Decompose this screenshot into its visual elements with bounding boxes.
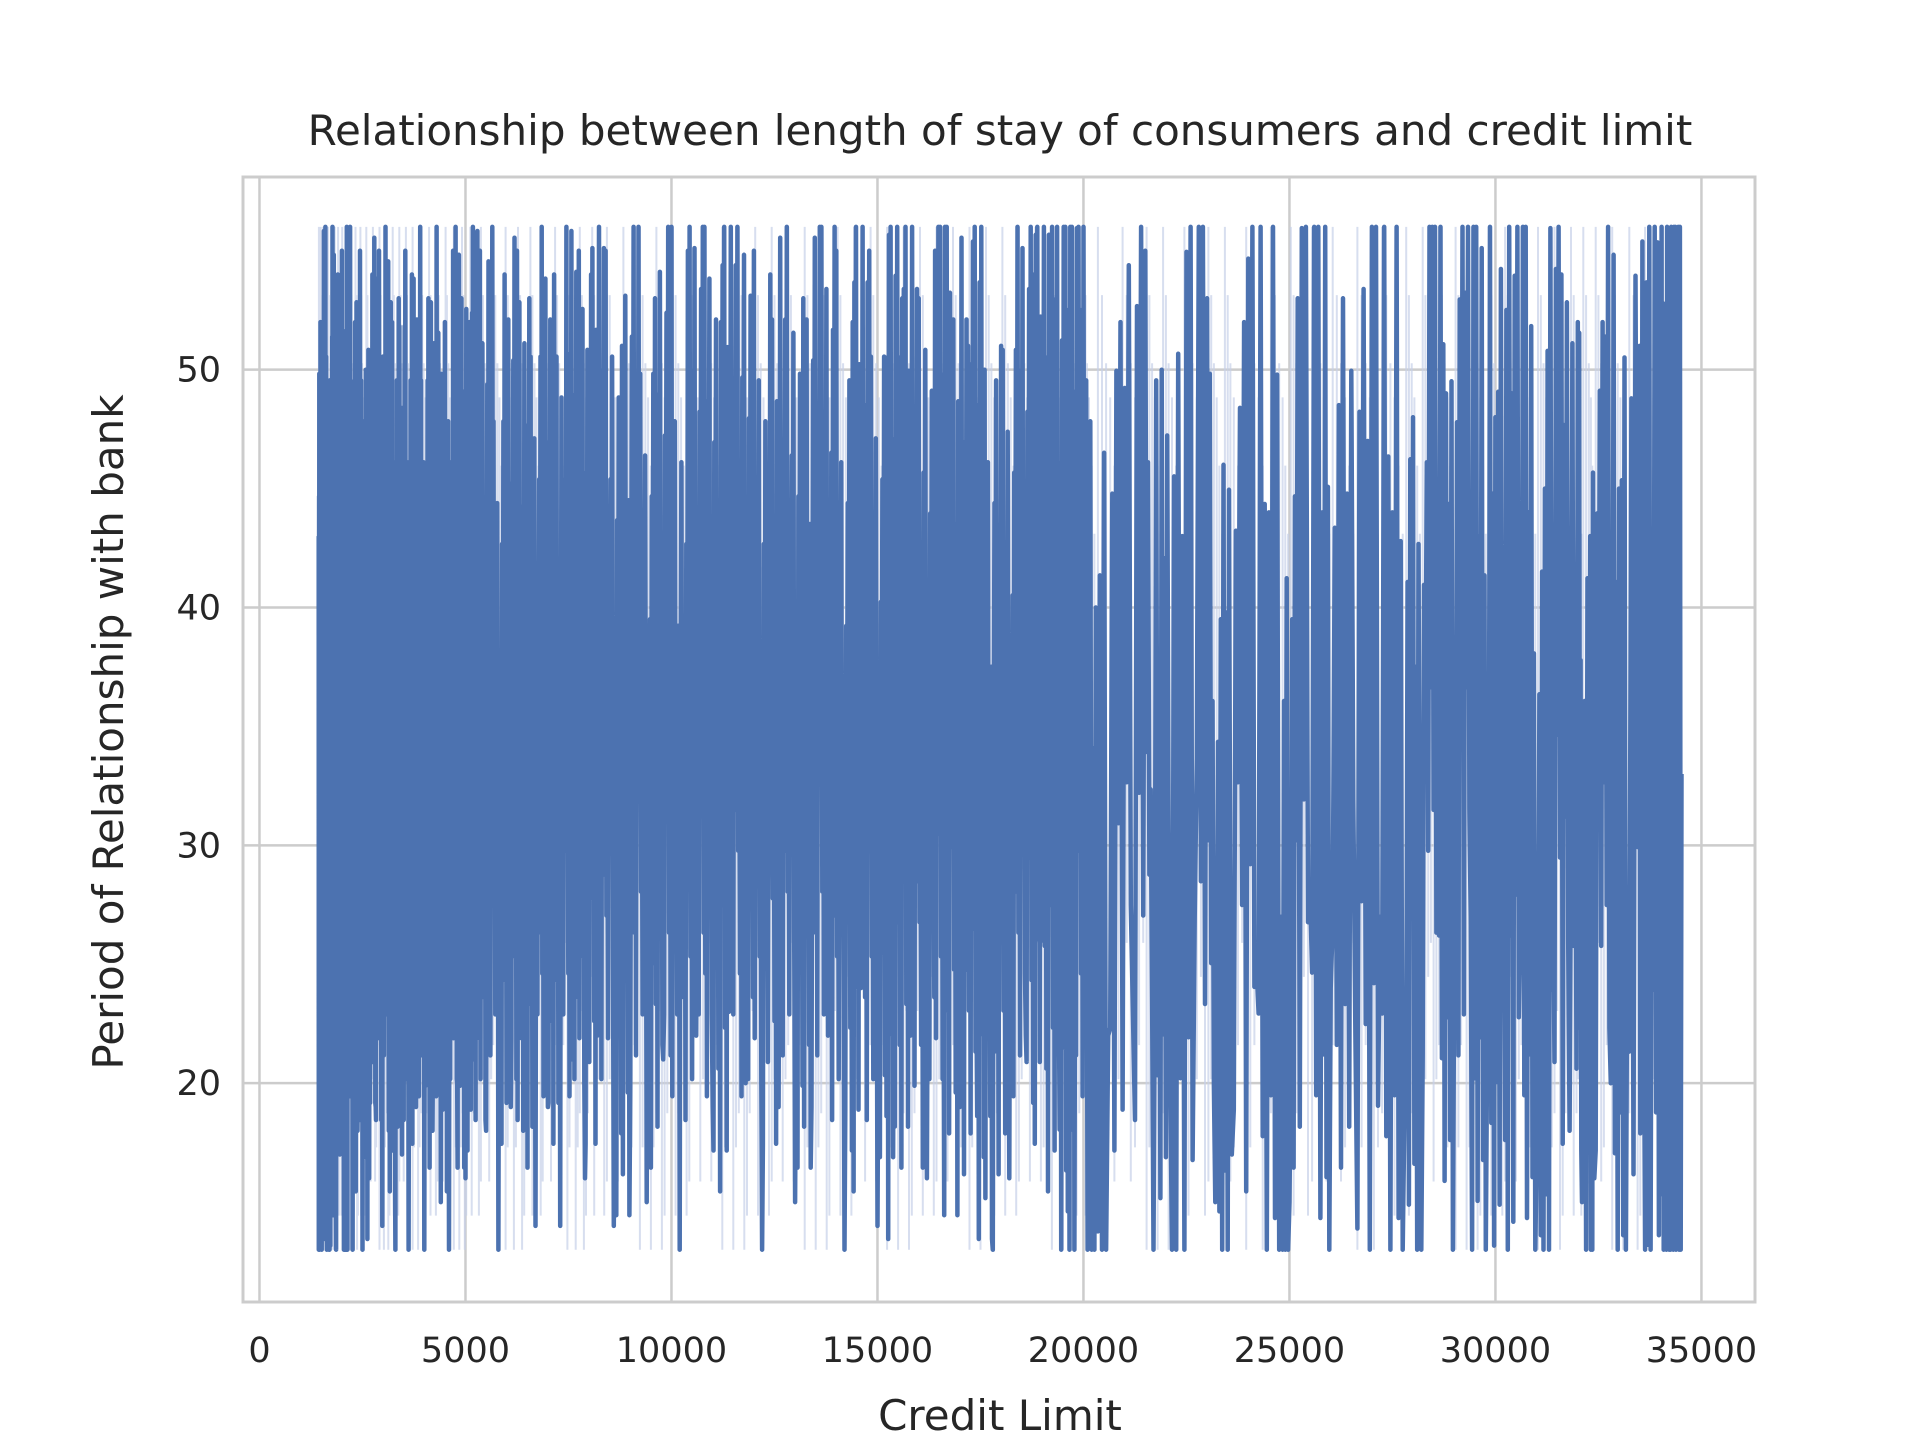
x-tick-label: 30000 <box>1440 1331 1551 1371</box>
y-tick-label: 40 <box>176 588 221 628</box>
y-tick-label: 20 <box>176 1064 221 1104</box>
x-tick-label: 15000 <box>822 1331 933 1371</box>
series-line <box>316 224 1684 1252</box>
y-axis-label: Period of Relationship with bank <box>84 394 133 1070</box>
x-tick-label: 5000 <box>421 1331 510 1371</box>
x-tick-label: 35000 <box>1646 1331 1757 1371</box>
x-tick-label: 25000 <box>1234 1331 1345 1371</box>
y-tick-label: 30 <box>176 826 221 866</box>
axes-spines <box>241 175 1757 1304</box>
x-tick-label: 20000 <box>1028 1331 1139 1371</box>
tick-labels: 0 5000 10000 15000 20000 25000 30000 35000 20 30 4… <box>176 351 1757 1371</box>
chart-title: Relationship between length of stay of c… <box>308 106 1693 155</box>
y-tick-label: 50 <box>176 351 221 391</box>
series-layer <box>316 224 1684 1252</box>
x-tick-label: 0 <box>248 1331 270 1371</box>
x-axis-label: Credit Limit <box>878 1391 1122 1440</box>
axes-frame <box>241 175 1757 1304</box>
x-tick-label: 10000 <box>616 1331 727 1371</box>
